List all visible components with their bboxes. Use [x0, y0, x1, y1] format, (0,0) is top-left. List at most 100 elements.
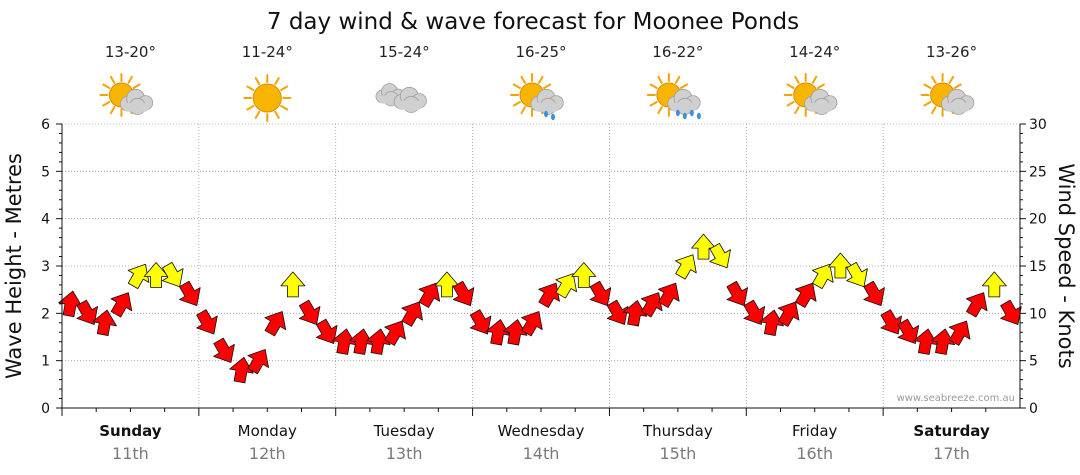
wind-arrow — [179, 280, 201, 307]
sun-ray — [543, 83, 552, 89]
sunny-icon — [243, 74, 292, 122]
day-label: Friday — [792, 422, 838, 440]
wind-arrow — [846, 261, 868, 288]
wind-arrow — [794, 282, 817, 308]
date-label: 14th — [523, 444, 560, 463]
sun-ray — [274, 77, 280, 86]
wind-arrow — [812, 263, 834, 290]
sun-ray — [274, 110, 280, 119]
date-label: 16th — [796, 444, 833, 463]
wind-arrow — [76, 299, 98, 325]
rain-drop — [689, 109, 694, 117]
wind-arrow — [897, 318, 920, 344]
right-tick-label: 0 — [1029, 401, 1038, 417]
sun-ray — [931, 75, 937, 84]
left-axis-title: Wave Height - Metres — [2, 153, 26, 379]
rain-drop — [551, 113, 555, 121]
wind-arrow — [606, 299, 629, 325]
wind-arrow — [213, 337, 235, 363]
sun-ray — [923, 83, 932, 89]
sun-ray — [132, 83, 141, 89]
partly-cloudy-icon — [783, 73, 838, 117]
rain-drop — [544, 110, 548, 118]
wind-arrow — [264, 311, 287, 337]
temp-range: 16-25° — [515, 43, 566, 61]
cloud-base — [808, 102, 833, 112]
date-label: 17th — [933, 444, 970, 463]
wind-arrow — [229, 356, 254, 384]
sun-disc — [252, 83, 282, 113]
wind-arrow — [981, 271, 1007, 298]
wind-arrow — [384, 320, 406, 346]
wind-arrow — [315, 318, 338, 344]
sun-ray — [280, 105, 289, 111]
right-tick-label: 15 — [1029, 259, 1047, 275]
right-tick-label: 5 — [1029, 354, 1038, 370]
right-tick-label: 10 — [1029, 306, 1047, 322]
wind-arrow — [658, 282, 680, 308]
wind-arrow — [555, 273, 577, 299]
date-label: 11th — [112, 444, 149, 463]
sun-ray — [520, 75, 526, 84]
right-tick-label: 30 — [1029, 117, 1047, 133]
wind-arrow — [930, 328, 956, 355]
sun-ray — [102, 101, 111, 107]
temp-range: 16-22° — [652, 43, 703, 61]
wind-arrow — [434, 271, 460, 298]
left-tick-label: 3 — [41, 259, 50, 275]
date-label: 12th — [249, 444, 286, 463]
sun-ray — [786, 83, 795, 89]
right-axis-title: Wind Speed - Knots — [1054, 163, 1078, 368]
rain-drop — [682, 112, 687, 120]
wind-arrow — [777, 301, 800, 327]
day-label: Thursday — [642, 422, 713, 440]
wind-arrow — [485, 319, 511, 346]
left-tick-label: 2 — [41, 306, 50, 322]
date-label: 13th — [386, 444, 423, 463]
temp-range: 13-20° — [105, 43, 156, 61]
sun-ray — [657, 75, 663, 84]
wind-arrow — [880, 309, 902, 335]
cloud-base — [671, 102, 696, 112]
rain-drop — [696, 112, 701, 120]
sun-ray — [931, 106, 937, 115]
wind-arrow — [161, 261, 184, 288]
wind-arrow — [92, 309, 117, 336]
wind-arrow — [863, 280, 885, 307]
wind-arrow — [759, 309, 784, 336]
temp-range: 11-24° — [242, 43, 293, 61]
sun-ray — [953, 83, 962, 89]
wind-arrow — [675, 254, 697, 280]
partly-cloudy-showers-icon — [510, 73, 564, 121]
partly-cloudy-icon — [99, 73, 154, 117]
wind-arrow — [828, 252, 853, 279]
sun-ray — [794, 106, 800, 115]
wind-arrow — [521, 311, 543, 337]
wind-arrow — [331, 328, 357, 355]
wind-arrow — [401, 301, 423, 327]
day-label: Wednesday — [498, 422, 585, 440]
sun-ray — [254, 110, 261, 119]
cloud-base — [123, 102, 149, 112]
wind-arrow — [143, 262, 169, 288]
sun-ray — [794, 75, 800, 84]
wind-arrow — [965, 292, 988, 318]
wind-arrow — [366, 328, 391, 355]
day-label: Sunday — [99, 422, 162, 440]
sun-ray — [254, 77, 261, 86]
cloud-base — [397, 100, 422, 110]
sun-ray — [657, 106, 663, 115]
sun-ray — [102, 83, 111, 89]
sun-ray — [512, 101, 521, 107]
left-tick-label: 4 — [41, 212, 50, 228]
sun-ray — [786, 101, 795, 107]
plot-area — [62, 124, 1020, 408]
left-tick-label: 5 — [41, 164, 50, 180]
wind-arrow — [110, 292, 133, 318]
partly-cloudy-rain-icon — [646, 73, 701, 120]
wind-arrow — [349, 328, 374, 355]
watermark: www.seabreeze.com.au — [897, 393, 1015, 404]
sun-ray — [679, 83, 689, 89]
wind-arrow — [280, 271, 306, 298]
